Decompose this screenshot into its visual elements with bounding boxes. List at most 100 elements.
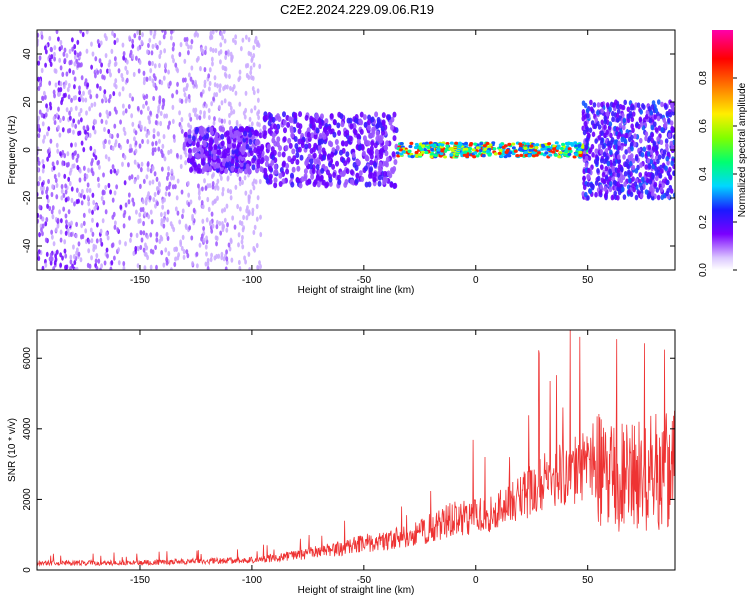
spectro-cell	[136, 46, 140, 52]
spectro-cell	[162, 133, 166, 140]
spectro-cell	[356, 138, 361, 145]
spectro-cell	[388, 119, 393, 126]
spectro-cell	[160, 80, 164, 86]
spectro-cell	[67, 209, 71, 215]
spectro-cell	[210, 56, 214, 62]
spectro-cell	[172, 41, 176, 48]
spectro-cell	[218, 117, 221, 123]
spectro-cell	[69, 259, 73, 265]
spectro-cell	[247, 251, 251, 257]
spectro-cell	[213, 116, 216, 122]
spectro-cell	[223, 207, 227, 213]
spectro-cell	[229, 51, 233, 57]
spectro-cell	[124, 202, 128, 208]
spectro-cell	[139, 244, 143, 251]
spectro-cell	[515, 154, 520, 158]
spectro-cell	[207, 206, 211, 212]
spectro-cell	[355, 172, 360, 179]
spectro-cell	[213, 163, 218, 170]
spectro-cell	[171, 46, 175, 52]
spectro-cell	[45, 251, 49, 257]
spectro-cell	[130, 147, 133, 153]
spectro-cell	[631, 164, 636, 171]
spectro-cell	[507, 142, 512, 146]
spectro-cell	[315, 164, 320, 171]
spectro-cell	[320, 167, 325, 174]
spectro-cell	[64, 183, 68, 189]
spectro-cell	[669, 120, 674, 126]
spectro-cell	[210, 252, 213, 258]
spectro-cell	[115, 184, 119, 190]
spectro-cell	[255, 242, 259, 249]
spectro-cell	[219, 42, 223, 48]
spectro-cell	[612, 160, 617, 167]
spectro-cell	[73, 259, 77, 266]
spectro-cell	[337, 130, 342, 137]
spectro-cell	[216, 178, 220, 184]
spectro-cell	[75, 247, 79, 253]
spectro-cell	[184, 152, 188, 158]
spectro-cell	[179, 42, 183, 48]
spectro-cell	[82, 194, 86, 200]
spectro-cell	[656, 158, 660, 165]
spectro-cell	[149, 30, 153, 34]
spectro-cell	[78, 89, 82, 96]
spectro-cell	[367, 114, 372, 121]
spectro-cell	[318, 123, 323, 130]
spectro-cell	[77, 251, 81, 257]
spectro-cell	[113, 106, 117, 112]
spectro-cell	[307, 142, 312, 149]
spectro-cell	[62, 192, 66, 199]
spectro-cell	[258, 63, 262, 69]
spectro-cell	[77, 119, 81, 125]
spectro-cell	[193, 111, 197, 118]
spectro-cell	[328, 128, 333, 135]
spectro-cell	[57, 124, 60, 131]
spectro-cell	[85, 110, 88, 116]
spectro-cell	[44, 237, 48, 243]
spectro-cell	[561, 142, 566, 147]
spectro-cell	[116, 133, 120, 139]
spectro-cell	[225, 256, 229, 262]
spectro-cell	[309, 163, 314, 170]
spectro-cell	[135, 232, 139, 238]
spectro-cell	[142, 247, 146, 253]
spectro-cell	[59, 81, 63, 87]
spectro-cell	[67, 221, 71, 227]
spectro-cell	[223, 38, 227, 44]
spectro-cell	[443, 149, 448, 153]
spectro-cell	[224, 50, 228, 56]
spectro-cell	[246, 205, 249, 211]
spectro-cell	[231, 37, 235, 43]
spectro-cell	[129, 49, 133, 55]
spectro-cell	[74, 233, 78, 239]
spectro-cell	[224, 266, 228, 270]
spectro-cell	[40, 34, 44, 40]
spectro-cell	[59, 65, 63, 71]
spectro-cell	[146, 105, 150, 112]
spectro-cell	[85, 48, 89, 54]
spectro-cell	[46, 198, 50, 204]
spectro-cell	[440, 149, 445, 153]
spectro-cell	[74, 267, 78, 270]
spectro-cell	[642, 146, 647, 152]
spectro-cell	[212, 172, 215, 178]
spectro-cell	[600, 107, 605, 114]
spectro-cell	[109, 72, 112, 78]
spectro-cell	[180, 189, 184, 195]
spectro-cell	[44, 221, 48, 227]
spectro-cell	[243, 175, 247, 181]
spectro-cell	[67, 161, 70, 167]
spectro-cell	[165, 185, 169, 191]
spectro-cell	[151, 60, 154, 67]
spectro-cell	[594, 191, 598, 198]
spectro-cell	[59, 39, 63, 46]
spectro-cell	[158, 40, 162, 46]
spectro-cell	[171, 104, 175, 111]
spectro-cell	[485, 149, 490, 154]
spectro-cell	[63, 173, 67, 179]
spectro-cell	[229, 237, 233, 243]
spectro-cell	[566, 142, 571, 146]
spectro-cell	[224, 66, 228, 72]
x-tick-label: -50	[357, 275, 372, 286]
